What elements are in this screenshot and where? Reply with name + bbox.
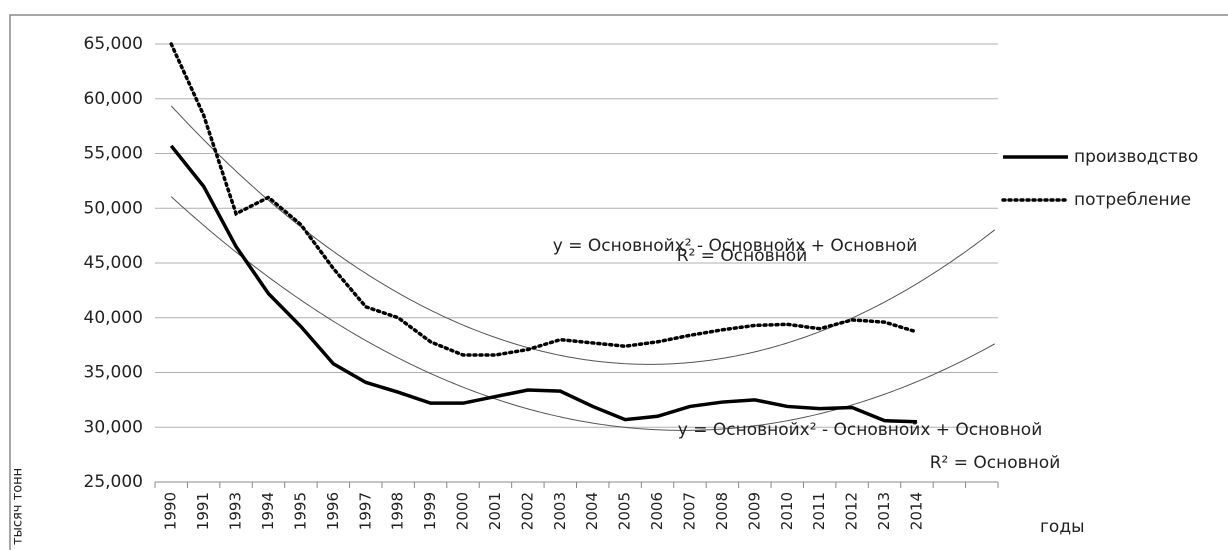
x-tick-label: 2013: [875, 492, 893, 530]
legend-label: производство: [1074, 147, 1198, 167]
x-tick-label: 2009: [745, 492, 763, 530]
x-tick-label: 1997: [356, 492, 374, 530]
trendline-r2: R² = Основной: [930, 453, 1061, 473]
series-line: [169, 144, 918, 424]
x-tick-label: 2011: [810, 492, 828, 530]
x-tick-label: 2004: [583, 492, 601, 530]
legend-label: потребление: [1074, 190, 1191, 210]
x-tick-label: 2010: [778, 492, 796, 530]
chart-border: [9, 14, 1228, 550]
y-tick-label: 65,000: [84, 34, 143, 54]
trendline-equation: y = Основнойx² - Основнойx + Основной: [553, 236, 918, 256]
x-tick-label: 1995: [291, 492, 309, 530]
y-axis-label: тысяч тонн: [11, 468, 26, 545]
x-tick-label: 2000: [454, 492, 472, 530]
x-tick-label: 2001: [486, 492, 504, 530]
trendline-equation: y = Основнойx² - Основнойx + Основной: [678, 420, 1043, 440]
y-tick-label: 30,000: [84, 417, 143, 437]
x-tick-label: 2002: [518, 492, 536, 530]
x-tick-label: 1996: [324, 492, 342, 530]
x-tick-label: 1993: [227, 492, 245, 530]
y-tick-label: 55,000: [84, 144, 143, 164]
y-tick-label: 50,000: [84, 198, 143, 218]
y-tick-label: 25,000: [84, 472, 143, 492]
x-tick-label: 1991: [194, 492, 212, 530]
x-tick-label: 2005: [616, 492, 634, 530]
trendline-r2: R² = Основной: [677, 246, 808, 266]
x-tick-label: 2006: [648, 492, 666, 530]
y-tick-label: 45,000: [84, 253, 143, 273]
x-tick-label: 2012: [843, 492, 861, 530]
trendline: [170, 196, 995, 431]
x-tick-label: 1998: [389, 492, 407, 530]
x-tick-label: 1999: [421, 492, 439, 530]
y-tick-label: 35,000: [84, 363, 143, 383]
series-line: [169, 42, 919, 357]
x-tick-label: 2008: [713, 492, 731, 530]
x-axis-label: годы: [1040, 517, 1085, 537]
x-tick-label: 1990: [162, 492, 180, 530]
x-tick-label: 2014: [907, 492, 925, 530]
y-tick-label: 60,000: [84, 89, 143, 109]
x-tick-label: 1994: [259, 492, 277, 530]
x-tick-label: 2007: [680, 492, 698, 530]
x-tick-label: 2003: [551, 492, 569, 530]
y-tick-label: 40,000: [84, 308, 143, 328]
